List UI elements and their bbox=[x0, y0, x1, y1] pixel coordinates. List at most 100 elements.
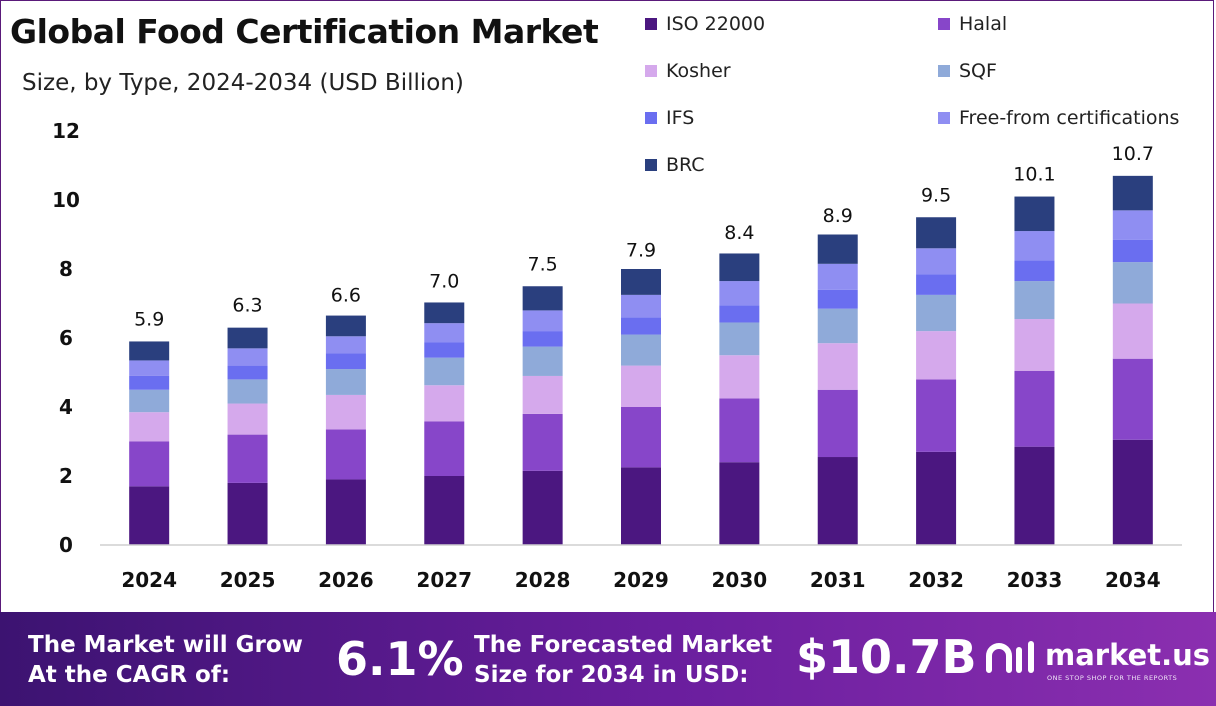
bar-segment[interactable] bbox=[1112, 239, 1153, 263]
bar-segment[interactable] bbox=[916, 331, 957, 380]
bar-segment[interactable] bbox=[325, 479, 366, 545]
total-data-label: 9.5 bbox=[921, 184, 951, 206]
bar-segment[interactable] bbox=[1112, 210, 1153, 240]
bar-segment[interactable] bbox=[424, 421, 465, 476]
bar-segment[interactable] bbox=[325, 369, 366, 395]
bar-segment[interactable] bbox=[817, 389, 858, 458]
legend-swatch bbox=[645, 159, 657, 171]
bar-segment[interactable] bbox=[522, 346, 563, 376]
total-data-label: 5.9 bbox=[134, 308, 164, 330]
bar-segment[interactable] bbox=[129, 375, 170, 390]
bar-segment[interactable] bbox=[522, 331, 563, 347]
bar-segment[interactable] bbox=[227, 365, 268, 380]
bar-stack-2029[interactable] bbox=[621, 269, 661, 545]
bar-segment[interactable] bbox=[817, 457, 858, 545]
bar-segment[interactable] bbox=[621, 317, 661, 335]
total-data-label: 8.9 bbox=[823, 205, 853, 227]
legend-swatch bbox=[645, 112, 657, 124]
bar-segment[interactable] bbox=[522, 375, 563, 414]
bar-segment[interactable] bbox=[916, 294, 957, 332]
bar-segment[interactable] bbox=[621, 334, 661, 366]
bar-segment[interactable] bbox=[719, 398, 760, 463]
bar-segment[interactable] bbox=[1014, 196, 1055, 232]
bar-segment[interactable] bbox=[916, 248, 957, 275]
bar-segment[interactable] bbox=[817, 234, 858, 264]
bar-segment[interactable] bbox=[522, 286, 563, 311]
y-tick-label: 4 bbox=[59, 395, 73, 419]
bar-segment[interactable] bbox=[817, 343, 858, 390]
bar-segment[interactable] bbox=[227, 403, 268, 435]
bar-segment[interactable] bbox=[719, 253, 760, 282]
bar-segment[interactable] bbox=[424, 323, 465, 343]
legend-item-brc: BRC bbox=[645, 154, 705, 176]
bar-segment[interactable] bbox=[522, 470, 563, 545]
bar-segment[interactable] bbox=[1014, 281, 1055, 320]
bar-segment[interactable] bbox=[129, 389, 170, 413]
bar-segment[interactable] bbox=[1014, 260, 1055, 282]
bar-segment[interactable] bbox=[325, 315, 366, 337]
bar-stack-2033[interactable] bbox=[1014, 196, 1055, 545]
bar-segment[interactable] bbox=[719, 281, 760, 306]
bar-segment[interactable] bbox=[1112, 358, 1153, 440]
bar-segment[interactable] bbox=[424, 302, 465, 324]
bar-segment[interactable] bbox=[1014, 446, 1055, 545]
x-tick-label: 2032 bbox=[908, 568, 964, 592]
bar-stack-2034[interactable] bbox=[1112, 175, 1153, 545]
bar-segment[interactable] bbox=[1112, 303, 1153, 359]
bar-stack-2024[interactable] bbox=[129, 341, 170, 545]
bar-segment[interactable] bbox=[916, 217, 957, 249]
legend-label: ISO 22000 bbox=[666, 13, 766, 35]
bar-segment[interactable] bbox=[1014, 370, 1055, 447]
bar-stack-2028[interactable] bbox=[522, 286, 563, 545]
bar-segment[interactable] bbox=[916, 451, 957, 545]
bar-segment[interactable] bbox=[129, 412, 170, 442]
bar-segment[interactable] bbox=[817, 308, 858, 344]
bar-stack-2027[interactable] bbox=[424, 302, 465, 545]
bar-segment[interactable] bbox=[621, 365, 661, 407]
bar-segment[interactable] bbox=[424, 357, 465, 386]
brand-logo-icon bbox=[986, 641, 1034, 673]
bar-segment[interactable] bbox=[1014, 231, 1055, 261]
bar-segment[interactable] bbox=[719, 322, 760, 356]
bar-segment[interactable] bbox=[227, 434, 268, 483]
bar-segment[interactable] bbox=[719, 305, 760, 323]
bar-segment[interactable] bbox=[129, 486, 170, 545]
bar-segment[interactable] bbox=[621, 294, 661, 318]
bar-stack-2026[interactable] bbox=[325, 315, 366, 545]
legend-item-sqf: SQF bbox=[938, 60, 997, 82]
bar-segment[interactable] bbox=[227, 348, 268, 366]
bar-segment[interactable] bbox=[325, 353, 366, 370]
bar-segment[interactable] bbox=[129, 341, 170, 361]
bar-segment[interactable] bbox=[424, 342, 465, 358]
bar-stack-2025[interactable] bbox=[227, 327, 268, 545]
bar-segment[interactable] bbox=[129, 360, 170, 376]
bar-segment[interactable] bbox=[817, 289, 858, 309]
bar-stack-2030[interactable] bbox=[719, 253, 760, 545]
bar-segment[interactable] bbox=[719, 355, 760, 399]
bar-segment[interactable] bbox=[129, 441, 170, 487]
bar-segment[interactable] bbox=[916, 274, 957, 295]
bar-segment[interactable] bbox=[916, 379, 957, 452]
bar-segment[interactable] bbox=[227, 379, 268, 404]
bar-segment[interactable] bbox=[621, 269, 661, 295]
bar-segment[interactable] bbox=[227, 327, 268, 349]
bar-segment[interactable] bbox=[719, 462, 760, 545]
bar-segment[interactable] bbox=[424, 476, 465, 545]
brand-logo[interactable]: market.us ONE STOP SHOP FOR THE REPORTS bbox=[985, 636, 1210, 686]
bar-segment[interactable] bbox=[522, 413, 563, 471]
bar-segment[interactable] bbox=[325, 429, 366, 480]
bar-segment[interactable] bbox=[817, 263, 858, 290]
bar-segment[interactable] bbox=[424, 385, 465, 422]
bar-segment[interactable] bbox=[621, 407, 661, 468]
bar-segment[interactable] bbox=[522, 310, 563, 332]
bar-segment[interactable] bbox=[325, 394, 366, 430]
bar-segment[interactable] bbox=[227, 482, 268, 545]
bar-segment[interactable] bbox=[325, 336, 366, 354]
bar-segment[interactable] bbox=[1112, 175, 1153, 211]
bar-segment[interactable] bbox=[1014, 319, 1055, 371]
bar-segment[interactable] bbox=[1112, 262, 1153, 304]
bar-stack-2031[interactable] bbox=[817, 234, 858, 546]
bar-stack-2032[interactable] bbox=[916, 217, 957, 545]
bar-segment[interactable] bbox=[1112, 439, 1153, 545]
bar-segment[interactable] bbox=[621, 467, 661, 545]
